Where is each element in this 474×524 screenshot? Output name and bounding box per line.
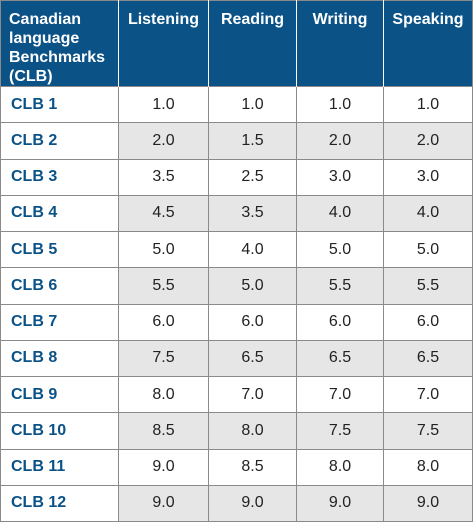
reading-score: 6.5 <box>208 339 297 377</box>
speaking-score: 3.0 <box>383 158 473 196</box>
clb-level-cell: CLB 10 <box>0 412 119 449</box>
writing-score: 5.0 <box>296 230 384 268</box>
listening-score: 3.5 <box>118 158 209 196</box>
reading-score: 9.0 <box>208 484 297 522</box>
listening-score: 2.0 <box>118 122 209 159</box>
clb-level-cell: CLB 6 <box>0 267 119 304</box>
clb-level-cell: CLB 4 <box>0 194 119 232</box>
writing-score: 7.5 <box>296 412 384 449</box>
speaking-score: 4.0 <box>383 194 473 232</box>
header-clb-level: Canadian language Benchmarks (CLB) <box>0 0 119 87</box>
speaking-score: 7.5 <box>383 412 473 449</box>
table-row: CLB 1 1.0 1.0 1.0 1.0 <box>0 85 473 123</box>
speaking-score: 9.0 <box>383 484 473 522</box>
clb-level-cell: CLB 1 <box>0 85 119 123</box>
clb-level-cell: CLB 3 <box>0 158 119 196</box>
listening-score: 7.5 <box>118 339 209 377</box>
listening-score: 9.0 <box>118 484 209 522</box>
reading-score: 6.0 <box>208 303 297 341</box>
table-row: CLB 10 8.5 8.0 7.5 7.5 <box>0 412 473 449</box>
clb-level-cell: CLB 5 <box>0 230 119 268</box>
table-row: CLB 2 2.0 1.5 2.0 2.0 <box>0 122 473 159</box>
listening-score: 1.0 <box>118 85 209 123</box>
reading-score: 8.0 <box>208 412 297 449</box>
listening-score: 5.0 <box>118 230 209 268</box>
listening-score: 4.5 <box>118 194 209 232</box>
table-row: CLB 3 3.5 2.5 3.0 3.0 <box>0 158 473 196</box>
reading-score: 1.5 <box>208 122 297 159</box>
writing-score: 3.0 <box>296 158 384 196</box>
speaking-score: 7.0 <box>383 375 473 413</box>
reading-score: 7.0 <box>208 375 297 413</box>
clb-level-cell: CLB 12 <box>0 484 119 522</box>
writing-score: 2.0 <box>296 122 384 159</box>
reading-score: 5.0 <box>208 267 297 304</box>
speaking-score: 6.5 <box>383 339 473 377</box>
writing-score: 8.0 <box>296 448 384 486</box>
writing-score: 1.0 <box>296 85 384 123</box>
speaking-score: 5.5 <box>383 267 473 304</box>
speaking-score: 2.0 <box>383 122 473 159</box>
clb-level-cell: CLB 7 <box>0 303 119 341</box>
reading-score: 8.5 <box>208 448 297 486</box>
speaking-score: 6.0 <box>383 303 473 341</box>
clb-level-cell: CLB 9 <box>0 375 119 413</box>
table-row: CLB 12 9.0 9.0 9.0 9.0 <box>0 484 473 522</box>
table-header: Canadian language Benchmarks (CLB) Liste… <box>0 0 473 87</box>
header-speaking: Speaking <box>383 0 473 87</box>
table-row: CLB 8 7.5 6.5 6.5 6.5 <box>0 339 473 377</box>
table-body: CLB 1 1.0 1.0 1.0 1.0 CLB 2 2.0 1.5 2.0 … <box>0 85 473 522</box>
clb-level-cell: CLB 2 <box>0 122 119 159</box>
header-writing: Writing <box>296 0 384 87</box>
clb-level-cell: CLB 8 <box>0 339 119 377</box>
reading-score: 4.0 <box>208 230 297 268</box>
writing-score: 6.0 <box>296 303 384 341</box>
header-listening: Listening <box>118 0 209 87</box>
table-row: CLB 6 5.5 5.0 5.5 5.5 <box>0 267 473 304</box>
header-reading: Reading <box>208 0 297 87</box>
writing-score: 6.5 <box>296 339 384 377</box>
reading-score: 1.0 <box>208 85 297 123</box>
listening-score: 8.0 <box>118 375 209 413</box>
table-row: CLB 5 5.0 4.0 5.0 5.0 <box>0 230 473 268</box>
listening-score: 5.5 <box>118 267 209 304</box>
writing-score: 9.0 <box>296 484 384 522</box>
speaking-score: 5.0 <box>383 230 473 268</box>
listening-score: 8.5 <box>118 412 209 449</box>
writing-score: 4.0 <box>296 194 384 232</box>
writing-score: 7.0 <box>296 375 384 413</box>
table-row: CLB 9 8.0 7.0 7.0 7.0 <box>0 375 473 413</box>
table-row: CLB 7 6.0 6.0 6.0 6.0 <box>0 303 473 341</box>
reading-score: 3.5 <box>208 194 297 232</box>
table-row: CLB 11 9.0 8.5 8.0 8.0 <box>0 448 473 486</box>
clb-level-cell: CLB 11 <box>0 448 119 486</box>
reading-score: 2.5 <box>208 158 297 196</box>
speaking-score: 1.0 <box>383 85 473 123</box>
speaking-score: 8.0 <box>383 448 473 486</box>
writing-score: 5.5 <box>296 267 384 304</box>
table-row: CLB 4 4.5 3.5 4.0 4.0 <box>0 194 473 232</box>
header-row: Canadian language Benchmarks (CLB) Liste… <box>0 0 473 87</box>
listening-score: 9.0 <box>118 448 209 486</box>
listening-score: 6.0 <box>118 303 209 341</box>
